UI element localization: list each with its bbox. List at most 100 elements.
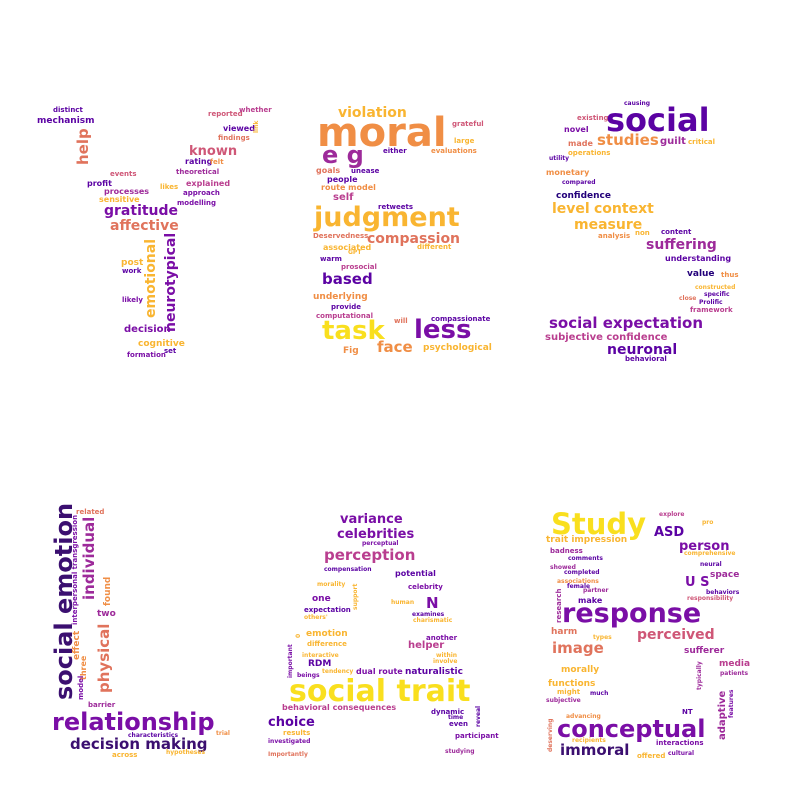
cloud-word: suffering [646, 238, 717, 252]
cloud-word: Fig [343, 347, 359, 356]
cloud-word: behavioral consequences [282, 704, 396, 712]
cloud-word: measure [574, 218, 642, 232]
cloud-word: adaptive [718, 691, 728, 740]
cloud-word: level [552, 202, 590, 216]
cloud-word: route model [321, 184, 376, 192]
cloud-word: guilt [660, 137, 686, 147]
cloud-word: made [568, 140, 593, 148]
cloud-word: analysis [598, 233, 630, 240]
cloud-word: emotional [144, 239, 158, 318]
cloud-word: ASD [654, 526, 684, 539]
cloud-word: related [76, 509, 104, 516]
cloud-word: theoretical [176, 169, 219, 176]
cloud-word: trait impression [546, 536, 627, 545]
cloud-word: novel [564, 126, 589, 134]
cloud-word: affective [110, 219, 179, 233]
cloud-word: two [97, 610, 116, 619]
cloud-word: response [562, 600, 701, 627]
cloud-word: relationship [52, 710, 215, 734]
cloud-word: formation [127, 352, 166, 359]
cloud-word: either [383, 148, 407, 155]
cloud-word: whether [239, 107, 272, 114]
cloud-word: compensation [324, 567, 372, 573]
cloud-word: human [391, 600, 414, 606]
cloud-word: provide [331, 304, 361, 311]
cloud-word: thus [721, 272, 738, 279]
cloud-word: U S [685, 576, 709, 589]
cloud-word: operations [568, 150, 610, 157]
cloud-word: viewed [223, 125, 255, 133]
cloud-word: image [552, 641, 604, 656]
cloud-word: help [76, 128, 91, 165]
cloud-word: findings [218, 135, 250, 142]
cloud-word: morality [317, 582, 345, 588]
cloud-word: space [710, 571, 739, 580]
cloud-word: psychological [423, 344, 492, 353]
cloud-word: cultural [668, 751, 694, 757]
cloud-word: decision [124, 325, 171, 335]
cloud-word: typically [697, 661, 703, 690]
cloud-word: harm [551, 628, 577, 637]
cloud-word: modelling [177, 200, 216, 207]
cloud-word: choice [268, 716, 315, 729]
cloud-word: retweets [378, 204, 413, 211]
cloud-word: set [164, 348, 176, 355]
cloud-word: interpersonal transgression [72, 515, 79, 625]
cloud-word: comprehensive [684, 551, 735, 557]
cloud-word: trial [216, 731, 230, 737]
cloud-word: participant [455, 733, 499, 740]
cloud-word: goals [316, 167, 340, 175]
cloud-word: investigated [268, 739, 310, 745]
cloud-word: completed [564, 570, 600, 576]
cloud-word: approach [183, 190, 220, 197]
cloud-word: pro [702, 520, 713, 526]
cloud-word: others' [304, 615, 328, 621]
cloud-word: rating [185, 158, 212, 166]
cloud-word: features [729, 690, 735, 718]
cloud-word: cognitive [138, 340, 185, 349]
cloud-word: potential [395, 570, 436, 578]
cloud-word: mechanism [37, 117, 95, 126]
cloud-word: involve [433, 659, 457, 665]
cloud-word: reveal [476, 706, 482, 727]
cloud-word: 0 [296, 634, 302, 638]
cloud-word: reported [208, 111, 243, 118]
cloud-word: grateful [452, 121, 484, 128]
cloud-word: offered [637, 753, 665, 760]
cloud-word: immoral [560, 743, 629, 758]
cloud-word: model [78, 676, 85, 700]
cloud-word: across [112, 752, 137, 759]
cloud-word: physical [97, 624, 112, 693]
cloud-word: N [426, 596, 439, 611]
cloud-word: variance [340, 513, 403, 526]
cloud-word: found [104, 577, 113, 606]
cloud-word: perception [324, 548, 415, 563]
cloud-word: non [635, 230, 650, 237]
cloud-word: work [122, 268, 141, 275]
cloud-word: framework [690, 307, 733, 314]
cloud-word: compared [562, 180, 596, 186]
cloud-word: monetary [546, 169, 589, 177]
cloud-word: deserving [548, 719, 554, 753]
cloud-word: studying [445, 749, 475, 755]
cloud-word: warm [320, 256, 342, 263]
cloud-word: helper [408, 641, 444, 651]
cloud-word: neural [700, 562, 722, 568]
cloud-word: context [594, 202, 654, 216]
cloud-word: emotion [306, 630, 348, 639]
cloud-word: behavioral [625, 356, 667, 363]
cloud-word: sufferer [684, 647, 724, 656]
cloud-word: neurotypical [164, 233, 178, 332]
cloud-word: felt [210, 159, 224, 166]
cloud-word: interactions [656, 740, 704, 747]
cloud-word: gratitude [104, 204, 178, 218]
cloud-word: charismatic [413, 618, 452, 624]
cloud-word: events [110, 171, 137, 178]
cloud-word: much [590, 691, 608, 697]
cloud-word: unease [351, 168, 379, 175]
cloud-word: patients [720, 671, 748, 677]
cloud-word: likely [122, 297, 143, 304]
cloud-word: hypotheses [166, 750, 205, 756]
cloud-word: might [557, 689, 580, 696]
